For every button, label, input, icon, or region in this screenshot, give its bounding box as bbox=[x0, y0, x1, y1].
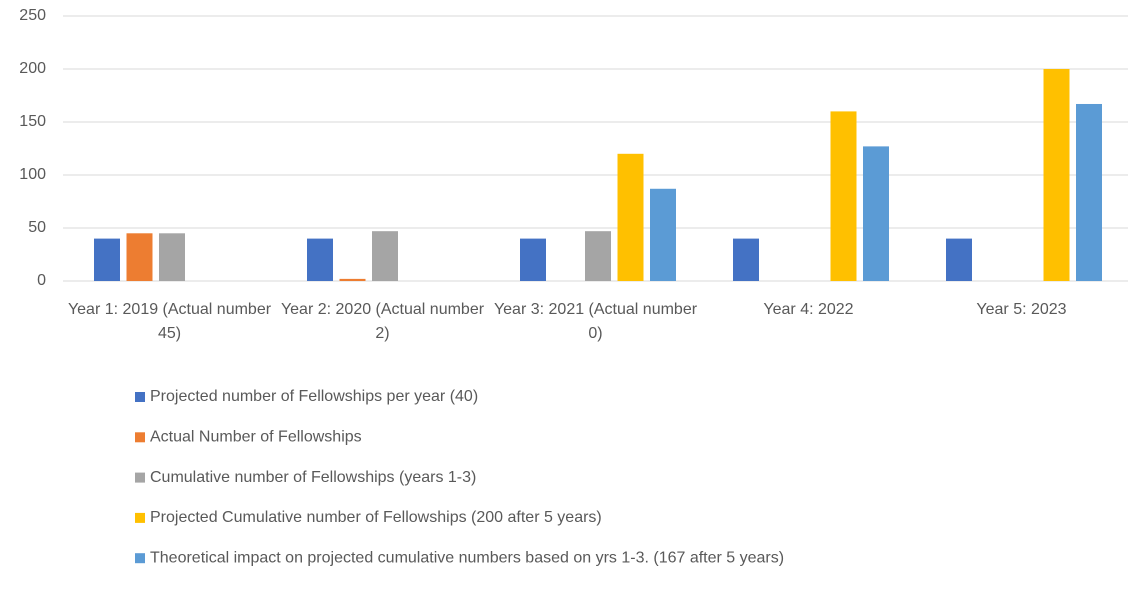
x-tick-label: Year 5: 2023 bbox=[976, 301, 1067, 318]
bar bbox=[372, 231, 398, 281]
bar bbox=[307, 238, 333, 281]
legend-label: Projected number of Fellowships per year… bbox=[150, 388, 478, 405]
bar bbox=[863, 146, 889, 281]
y-tick-label: 200 bbox=[19, 60, 46, 77]
bar bbox=[159, 233, 185, 281]
bar bbox=[520, 238, 546, 281]
bar bbox=[650, 188, 676, 281]
bar bbox=[733, 238, 759, 281]
legend-swatch bbox=[135, 432, 145, 443]
legend-swatch bbox=[135, 553, 145, 564]
legend-swatch bbox=[135, 472, 145, 483]
x-tick-label: Year 3: 2021 (Actual number 0) bbox=[493, 301, 698, 342]
bar bbox=[830, 111, 857, 282]
bar bbox=[1076, 103, 1102, 281]
bar bbox=[946, 238, 972, 281]
x-tick-label: Year 4: 2022 bbox=[763, 301, 854, 318]
legend-swatch bbox=[135, 392, 145, 402]
legend-label: Projected Cumulative number of Fellowshi… bbox=[150, 509, 602, 526]
bar bbox=[585, 231, 611, 281]
y-tick-label: 250 bbox=[19, 7, 46, 24]
bar bbox=[339, 278, 366, 281]
x-tick-label: Year 2: 2020 (Actual number 2) bbox=[280, 301, 485, 342]
y-tick-label: 150 bbox=[19, 113, 46, 130]
y-tick-label: 0 bbox=[37, 272, 46, 289]
legend-swatch bbox=[135, 512, 145, 523]
y-tick-label: 100 bbox=[19, 166, 46, 183]
y-tick-label: 50 bbox=[28, 219, 46, 236]
legend-label: Cumulative number of Fellowships (years … bbox=[150, 469, 476, 486]
legend-label: Actual Number of Fellowships bbox=[150, 429, 362, 446]
bar bbox=[1043, 69, 1070, 281]
bar bbox=[617, 153, 644, 281]
x-tick-label: Year 1: 2019 (Actual number 45) bbox=[67, 301, 272, 342]
legend-label: Theoretical impact on projected cumulati… bbox=[150, 549, 784, 566]
bar bbox=[94, 238, 120, 281]
bar bbox=[126, 233, 153, 281]
